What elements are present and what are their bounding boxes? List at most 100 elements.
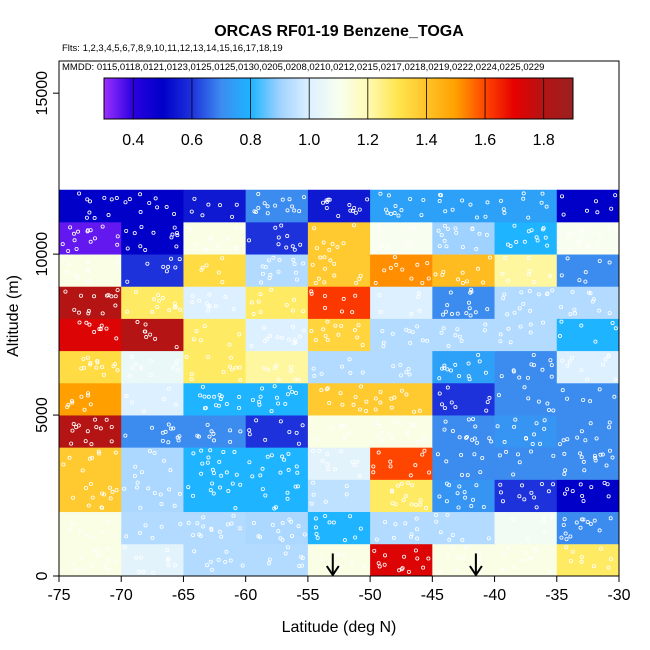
sample-point [172,503,177,508]
sample-point [383,520,388,525]
sample-point [88,199,93,204]
sample-point [65,405,70,410]
sample-point [72,238,77,243]
sample-point [159,502,164,507]
sample-point [206,455,211,460]
sample-point [450,429,455,434]
sample-point [434,519,439,524]
sample-point [560,388,565,393]
sample-point [99,530,104,535]
sample-point [135,320,140,325]
sample-point [323,333,328,338]
sample-point [548,570,553,575]
sample-point [314,532,319,537]
sample-point [403,521,408,526]
sample-point [310,262,315,267]
sample-point [127,374,132,379]
sample-point [322,280,327,285]
sample-point [273,203,278,208]
colorbar-tick-label: 0.8 [239,132,261,149]
sample-point [562,471,567,476]
sample-point [301,328,306,333]
heatmap-cell [183,318,247,352]
sample-point [86,391,91,396]
sample-point [141,409,146,414]
sample-point [141,569,146,574]
sample-point [292,341,297,346]
sample-point [355,335,360,340]
sample-point [124,394,129,399]
sample-point [105,558,110,563]
sample-point [86,279,91,284]
sample-point [578,482,583,487]
sample-point [79,394,84,399]
sample-point [545,243,550,248]
sample-point [342,538,347,543]
sample-point [427,470,432,475]
sample-point [498,490,503,495]
sample-point [151,297,156,302]
sample-point [186,520,191,525]
heatmap-cell [494,543,558,577]
sample-point [71,522,76,527]
sample-point [285,234,290,239]
sample-point [207,304,212,309]
sample-point [94,425,99,430]
sample-point [173,402,178,407]
sample-point [319,388,324,393]
sample-point [559,305,564,310]
sample-point [191,493,196,498]
heatmap-cell [307,415,371,448]
sample-point [444,244,449,249]
sample-point [597,308,602,313]
sample-point [280,197,285,202]
sample-point [606,226,611,231]
sample-point [470,227,475,232]
sample-point [356,323,361,328]
sample-point [210,467,215,472]
sample-point [86,311,91,316]
sample-point [440,272,445,277]
sample-point [86,355,91,360]
sample-point [71,231,76,236]
sample-point [600,452,605,457]
sample-point [532,495,537,500]
sample-point [221,449,226,454]
heatmap-cell [121,543,184,577]
sample-point [328,258,333,263]
heatmap-cell [59,286,122,319]
sample-point [397,568,402,573]
heatmap-cell [494,286,558,319]
sample-point [421,198,426,203]
sample-point [127,197,132,202]
sample-point [132,474,137,479]
sample-point [613,225,618,230]
sample-point [406,366,411,371]
heatmap-cell [370,543,433,577]
sample-point [333,323,338,328]
sample-point [592,518,597,523]
sample-point [317,448,322,453]
sample-point [234,225,239,230]
sample-point [288,365,293,370]
sample-point [324,387,329,392]
sample-point [162,458,167,463]
sample-point [357,473,362,478]
sample-point [393,502,398,507]
sample-point [591,297,596,302]
sample-point [251,520,256,525]
sample-point [505,546,510,551]
sample-point [106,213,111,218]
heatmap-cell [370,511,433,545]
sample-point [176,367,181,372]
sample-point [526,255,531,260]
sample-point [596,243,601,248]
sample-point [271,255,276,260]
sample-point [282,457,287,462]
sample-point [166,386,171,391]
sample-point [436,228,441,233]
sample-point [276,401,281,406]
sample-point [442,238,447,243]
sample-point [102,492,107,497]
sample-point [66,248,71,253]
